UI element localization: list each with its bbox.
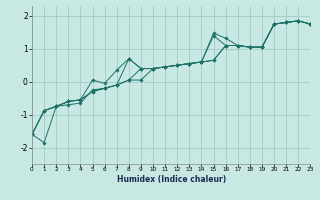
X-axis label: Humidex (Indice chaleur): Humidex (Indice chaleur) bbox=[116, 175, 226, 184]
